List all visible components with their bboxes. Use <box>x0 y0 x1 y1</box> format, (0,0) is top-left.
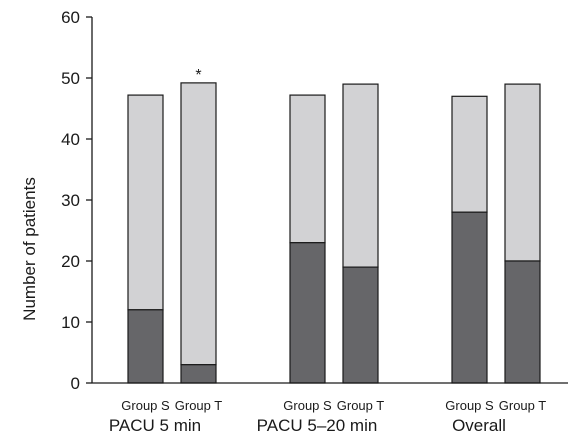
bar-category-label: Group T <box>337 398 385 413</box>
group-label: PACU 5–20 min <box>257 416 378 435</box>
bar-segment-lower <box>451 211 488 384</box>
y-axis-ticks: 0 10 20 30 40 50 60 <box>61 8 92 393</box>
y-axis-label: Number of patients <box>20 177 39 321</box>
y-tick-label: 60 <box>61 8 80 27</box>
bar-category-label: Group T <box>499 398 547 413</box>
group-label: Overall <box>452 416 506 435</box>
bar-category-label: Group S <box>121 398 170 413</box>
y-tick-label: 50 <box>61 69 80 88</box>
bar-segment-upper <box>127 94 164 311</box>
bars: * <box>127 67 541 384</box>
significance-marker: * <box>195 67 201 84</box>
bar-category-label: Group T <box>175 398 223 413</box>
bar-segment-lower <box>180 364 217 384</box>
bar-segment-lower <box>289 242 326 384</box>
bar-segment-lower <box>127 309 164 384</box>
bar-segment-lower <box>504 260 541 384</box>
category-labels: Group S Group T PACU 5 min Group S Group T PA… <box>109 398 546 435</box>
bar-segment-upper <box>342 83 379 268</box>
bar-segment-upper <box>180 82 217 366</box>
y-tick-label: 10 <box>61 313 80 332</box>
bar-segment-upper <box>504 83 541 262</box>
y-tick-label: 30 <box>61 191 80 210</box>
bar-segment-upper <box>289 94 326 244</box>
y-tick-label: 0 <box>71 374 80 393</box>
bar-segment-upper <box>451 95 488 213</box>
bar-segment-lower <box>342 266 379 384</box>
bar-category-label: Group S <box>283 398 332 413</box>
y-tick-label: 40 <box>61 130 80 149</box>
bar-category-label: Group S <box>445 398 494 413</box>
y-tick-label: 20 <box>61 252 80 271</box>
group-label: PACU 5 min <box>109 416 201 435</box>
